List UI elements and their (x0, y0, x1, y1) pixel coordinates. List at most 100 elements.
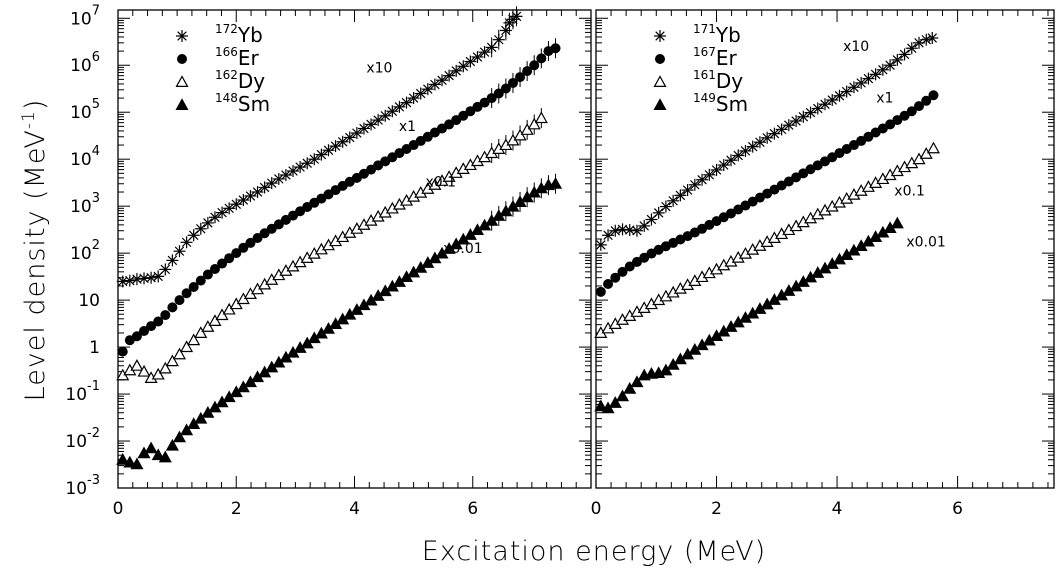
data-point (753, 136, 766, 149)
data-point (194, 326, 208, 338)
legend-item-166er: 166Er (177, 45, 260, 70)
legend-item-149sm: 149Sm (653, 91, 748, 116)
data-point (603, 279, 614, 290)
x-axis-title: Excitation energy (MeV) (422, 536, 766, 567)
data-point (237, 194, 250, 207)
data-point (301, 157, 314, 170)
data-point (450, 64, 463, 77)
data-point (245, 237, 256, 248)
data-point (739, 144, 752, 157)
scale-label: x10 (843, 39, 869, 55)
legend-item-148sm: 148Sm (175, 91, 270, 116)
data-point (819, 98, 831, 111)
y-axis-title: Level density (MeV-1) (19, 99, 51, 402)
data-point (529, 60, 540, 71)
legend-element: Sm (716, 92, 748, 116)
data-point (746, 140, 759, 153)
right-scale-labels: x10 x1 x0.1 x0.01 (843, 39, 946, 250)
data-point (117, 346, 128, 357)
data-point (165, 438, 179, 451)
legend-marker (655, 54, 665, 64)
y-tick-label: 10-2 (65, 426, 100, 452)
data-point (534, 111, 548, 124)
data-point (131, 331, 142, 342)
data-point (594, 399, 608, 412)
legend-mass-number: 167 (693, 45, 716, 59)
data-point (365, 118, 378, 131)
data-point (710, 163, 723, 176)
series-166er (117, 38, 561, 357)
scale-label: x0.01 (443, 241, 482, 257)
data-point (343, 131, 356, 144)
data-point (217, 258, 228, 269)
y-tick-label: 104 (70, 144, 100, 170)
data-point (160, 310, 171, 321)
data-point (187, 333, 201, 346)
data-point (594, 238, 607, 251)
data-point (153, 316, 164, 327)
legend-marker (653, 75, 667, 88)
data-point (231, 248, 242, 259)
data-point (674, 189, 687, 202)
data-point (379, 109, 392, 122)
data-point (238, 242, 249, 253)
data-point (869, 68, 882, 81)
data-point (224, 253, 235, 264)
legend-label: 166Er (215, 45, 260, 70)
data-point (357, 122, 370, 135)
data-point (471, 50, 484, 63)
legend-mass-number: 162 (215, 68, 238, 82)
data-point (414, 87, 427, 100)
legend-element: Yb (715, 23, 741, 47)
data-point (617, 266, 628, 277)
data-point (768, 127, 781, 140)
legend-marker (177, 54, 187, 64)
data-point (775, 123, 788, 136)
data-point (173, 245, 186, 258)
legend-item-171yb: 171Yb (654, 22, 741, 47)
data-point (165, 354, 179, 367)
left-scale-labels: x10 x1 x0.1 x0.01 (366, 61, 482, 258)
legend-marker (654, 30, 666, 42)
scale-label: x0.1 (894, 183, 925, 199)
data-point (443, 69, 456, 82)
y-tick-label: 107 (70, 3, 100, 29)
data-point (458, 110, 469, 121)
data-point (624, 261, 635, 272)
data-point (116, 452, 130, 465)
data-point (486, 93, 497, 104)
right-x-ticks: 0 2 4 6 (591, 10, 1049, 519)
legend-label: 149Sm (693, 91, 748, 116)
x-tick-label: 2 (231, 499, 242, 519)
legend-item-162dy: 162Dy (175, 68, 265, 93)
scale-label: x1 (399, 119, 416, 135)
scale-label: x0.01 (906, 234, 945, 250)
legend-label: 148Sm (215, 91, 270, 116)
data-point (797, 110, 810, 123)
data-point (761, 131, 774, 144)
data-point (407, 92, 420, 105)
data-point (595, 286, 606, 297)
legend-mass-number: 166 (215, 45, 238, 59)
data-point (457, 60, 470, 73)
data-point (804, 106, 817, 119)
data-point (630, 224, 643, 237)
y-tick-label: 10-1 (65, 379, 100, 405)
data-point (400, 96, 413, 109)
legend-item-172yb: 172Yb (176, 22, 263, 47)
legend-element: Er (716, 46, 738, 70)
series-172yb (116, 6, 523, 288)
data-point (230, 198, 243, 211)
legend-label: 172Yb (215, 22, 263, 47)
data-point (898, 48, 911, 61)
legend-item-161dy: 161Dy (653, 68, 743, 93)
data-point (167, 302, 178, 313)
data-point (208, 314, 222, 326)
data-point (615, 389, 630, 402)
data-point (527, 117, 541, 130)
data-point (920, 33, 933, 46)
series-161dy (594, 141, 940, 338)
data-point (279, 169, 292, 182)
